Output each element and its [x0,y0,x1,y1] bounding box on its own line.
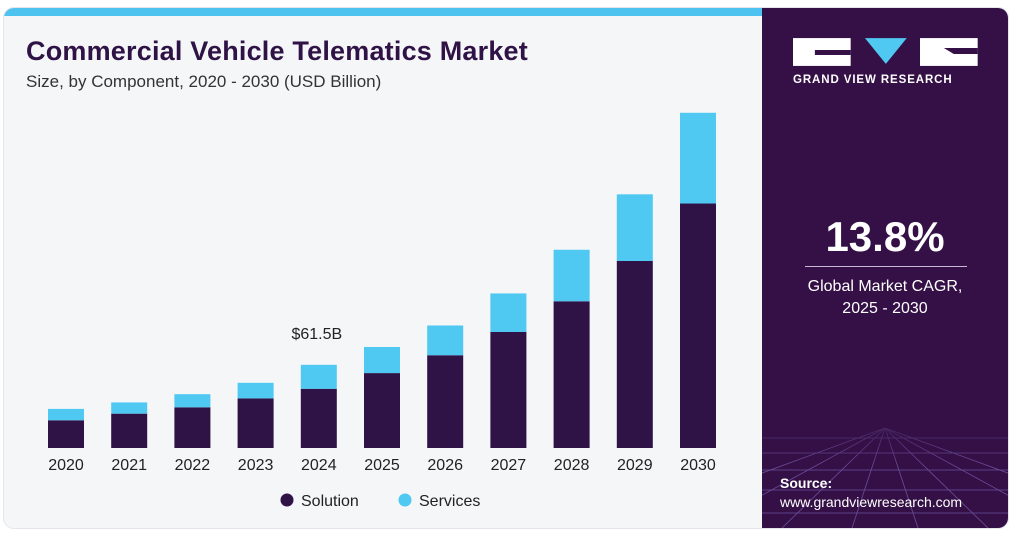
bar-services-2021 [111,402,148,414]
bar-services-2022 [174,394,211,408]
cagr-value: 13.8% [825,213,945,260]
bar-solution-2023 [237,398,274,448]
logo-block-r-icon [920,38,979,66]
gvr-logo-icon: GRAND VIEW RESEARCH [793,38,979,86]
bar-services-2030 [680,112,716,204]
x-tick-label-2020: 2020 [48,457,84,474]
chart-subtitle: Size, by Component, 2020 - 2030 (USD Bil… [26,72,382,91]
legend-swatch-services [398,493,412,507]
bar-services-2029 [616,194,653,261]
cagr-label-line-2: 2025 - 2030 [842,300,928,317]
bar-services-2020 [48,408,84,421]
divider [805,266,967,267]
cagr-label: Global Market CAGR, 2025 - 2030 [762,276,1008,320]
value-annotation-2024: $61.5B [291,326,342,343]
source-title: Source: [780,475,833,491]
bar-services-2026 [427,325,464,356]
infographic-card: Commercial Vehicle Telematics Market Siz… [4,8,1008,528]
source-note: Source: www.grandviewresearch.com [780,474,962,512]
bar-services-2023 [237,382,274,399]
legend-label-solution: Solution [301,493,359,510]
summary-panel: GRAND VIEW RESEARCH 13.8% Global Market … [762,8,1008,528]
chart-title: Commercial Vehicle Telematics Market [26,36,528,66]
bar-solution-2022 [174,407,211,448]
bar-services-2025 [364,346,400,374]
x-tick-label-2027: 2027 [491,457,527,474]
x-tick-label-2025: 2025 [364,457,400,474]
legend-swatch-solution [280,493,294,507]
bar-solution-2024 [300,388,337,448]
logo-block-g-icon [793,38,851,66]
cagr-label-line-1: Global Market CAGR, [807,278,963,295]
chart-panel: Commercial Vehicle Telematics Market Siz… [4,8,762,528]
source-url[interactable]: www.grandviewresearch.com [780,494,963,510]
bar-services-2027 [490,293,527,332]
x-tick-label-2023: 2023 [238,457,274,474]
x-tick-label-2026: 2026 [427,457,463,474]
bar-services-2028 [553,249,590,302]
x-tick-label-2021: 2021 [111,457,147,474]
x-tick-label-2022: 2022 [175,457,211,474]
bar-services-2024 [300,364,337,389]
bar-solution-2027 [490,331,527,448]
bar-chart: 2020 2021 2022 2023 2024 $61.5B 2025 2026 2027 20… [48,112,716,510]
bar-solution-2029 [616,260,653,448]
bar-solution-2026 [427,355,464,448]
legend-label-services: Services [419,493,480,510]
x-tick-label-2024: 2024 [301,457,337,474]
logo-block-v-icon [864,38,907,64]
bar-solution-2021 [111,413,148,448]
bar-solution-2020 [48,420,84,448]
bar-solution-2025 [364,373,400,448]
bar-solution-2030 [680,203,716,448]
brand-name: GRAND VIEW RESEARCH [793,74,953,86]
x-tick-label-2028: 2028 [554,457,590,474]
x-tick-label-2029: 2029 [617,457,653,474]
x-tick-label-2030: 2030 [680,457,716,474]
bar-solution-2028 [553,301,590,448]
accent-bar [4,8,762,16]
grid-pattern-decoration [762,408,1008,528]
